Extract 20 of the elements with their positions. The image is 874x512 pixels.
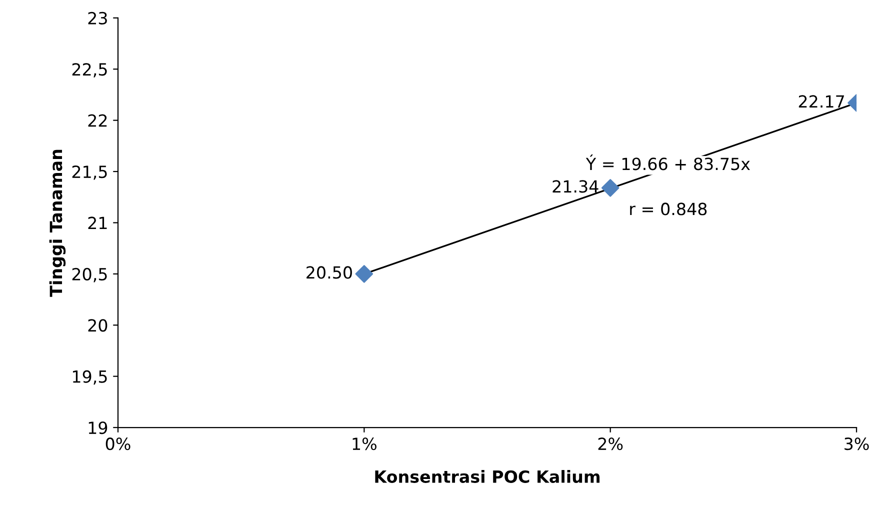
x-axis-title: Konsentrasi POC Kalium — [375, 470, 600, 483]
y-tick-label: 22,5 — [72, 63, 107, 78]
data-label: 21.34 — [552, 180, 598, 193]
x-tick-label: 1% — [352, 438, 376, 450]
y-tick-label: 19 — [88, 421, 108, 434]
y-tick-label: 23 — [88, 12, 107, 24]
data-label: 22.17 — [798, 95, 844, 108]
x-tick-label: 0% — [106, 438, 130, 450]
y-tick-label: 20,5 — [72, 268, 107, 282]
y-tick-label: 21,5 — [72, 165, 107, 180]
annotation: Ý = 19.66 + 83.75x — [586, 154, 750, 170]
x-tick-label: 3% — [844, 438, 869, 450]
data-label: 20.50 — [306, 266, 352, 279]
y-tick-label: 19,5 — [72, 370, 107, 385]
y-tick-label: 22 — [88, 114, 107, 127]
y-tick-label: 21 — [88, 216, 107, 230]
x-tick-label: 2% — [598, 438, 623, 450]
annotation: r = 0.848 — [630, 202, 707, 216]
y-tick-label: 20 — [88, 319, 108, 332]
y-axis-title: Tinggi Tanaman — [49, 150, 66, 297]
